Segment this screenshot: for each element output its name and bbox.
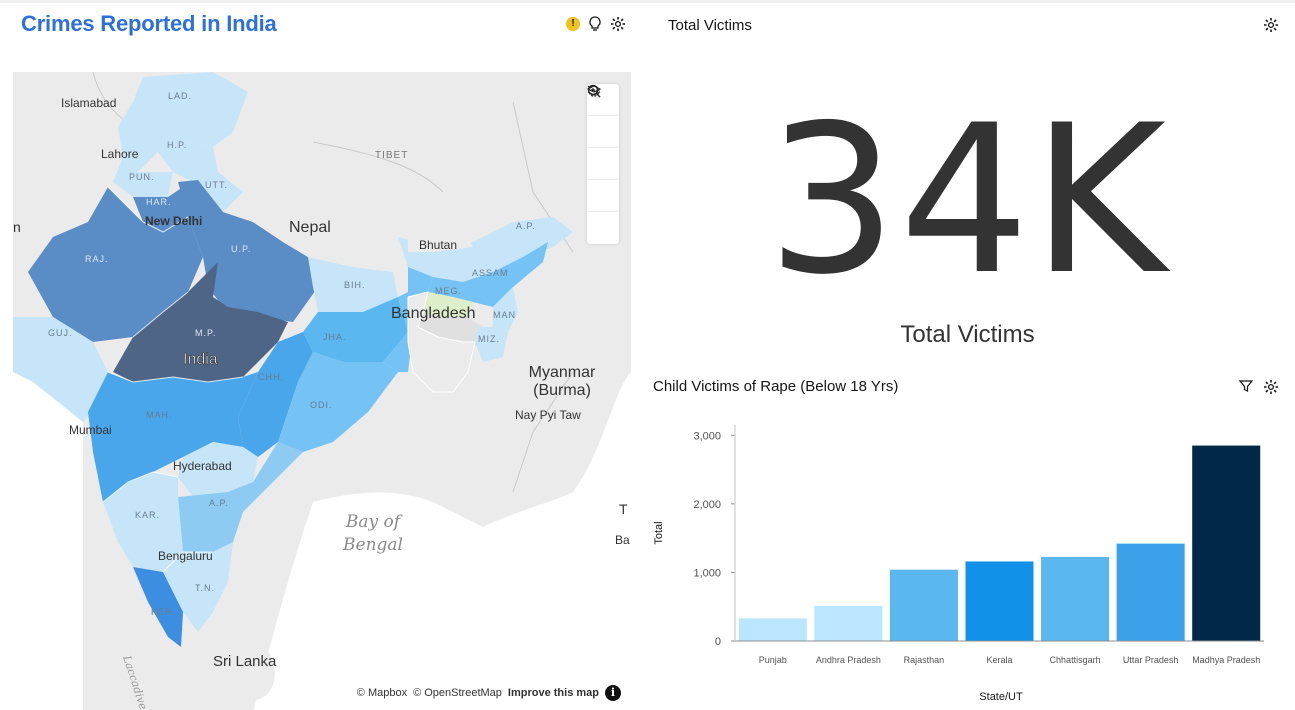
state-assam: ASSAM (472, 268, 509, 278)
bars (738, 445, 1261, 641)
place-tibet: TIBET (375, 150, 408, 161)
state-guj: GUJ. (48, 328, 73, 338)
place-india: India (183, 351, 218, 368)
place-sri-lanka: Sri Lanka (213, 653, 277, 670)
state-ker: KER. (151, 607, 176, 617)
state-meg: MEG. (435, 286, 462, 296)
y-tick-label: 0 (715, 636, 721, 648)
y-axis: 0 1,000 2,000 3,000 (693, 430, 735, 648)
place-lahore: Lahore (101, 147, 139, 161)
place-edge-n: n (13, 219, 21, 235)
osm-link[interactable]: © OpenStreetMap (413, 687, 502, 699)
state-odi: ODI. (310, 400, 333, 410)
place-bhutan: Bhutan (419, 238, 457, 252)
state-ap-s: A.P. (209, 498, 229, 508)
place-bangladesh: Bangladesh (391, 305, 476, 322)
map-controls (587, 84, 619, 244)
improve-map-link[interactable]: Improve this map (507, 687, 599, 699)
state-ap-ne: A.P. (516, 221, 536, 231)
gear-icon[interactable] (1263, 379, 1279, 395)
total-victims-value: 34K (766, 82, 1169, 320)
reset-icon[interactable] (587, 85, 619, 212)
state-tn: T.N. (195, 583, 215, 593)
filter-icon[interactable] (1239, 379, 1253, 393)
state-lad: LAD. (168, 91, 192, 101)
state-mp: M.P. (195, 328, 216, 338)
place-hyderabad: Hyderabad (173, 459, 232, 473)
x-tick-label: Chhattisgarh (1050, 655, 1101, 665)
bar-uttar-pradesh[interactable] (1116, 543, 1185, 641)
gear-icon[interactable] (610, 16, 626, 32)
chart-toolbar (1239, 379, 1279, 395)
child-victims-title: Child Victims of Rape (Below 18 Yrs) (653, 378, 899, 395)
state-har: HAR. (146, 197, 172, 207)
info-icon[interactable]: i (605, 685, 621, 701)
place-edge-t: T (619, 501, 628, 517)
lightbulb-icon[interactable] (588, 16, 602, 32)
x-axis-label: State/UT (979, 691, 1023, 703)
panel-title: Crimes Reported in India (21, 11, 277, 36)
x-tick-label: Rajasthan (904, 655, 945, 665)
total-victims-title: Total Victims (668, 17, 752, 34)
child-victims-panel: Child Victims of Rape (Below 18 Yrs) 0 1,… (640, 370, 1295, 710)
total-victims-caption: Total Victims (900, 321, 1035, 348)
bar-kerala[interactable] (965, 561, 1034, 641)
state-utt: UTT. (205, 180, 228, 190)
x-tick-label: Kerala (986, 655, 1012, 665)
bar-chhattisgarh[interactable] (1041, 557, 1110, 641)
bar-andhra-pradesh[interactable] (814, 606, 883, 641)
x-axis: Punjab Andhra Pradesh Rajasthan Kerala Chhat… (759, 655, 1260, 665)
bar-madhya-pradesh[interactable] (1192, 445, 1261, 641)
search-icon[interactable] (587, 84, 619, 244)
place-mumbai: Mumbai (69, 423, 112, 437)
state-miz: MIZ. (478, 334, 500, 344)
mapbox-link[interactable]: © Mapbox (356, 687, 408, 699)
zoom-in-icon[interactable] (587, 84, 619, 148)
place-nepal: Nepal (289, 219, 331, 236)
x-tick-label: Andhra Pradesh (816, 655, 881, 665)
sea-label-1: Bay of (345, 512, 403, 532)
panel-toolbar: ! (566, 16, 626, 32)
state-raj: RAJ. (85, 254, 109, 264)
y-axis-label: Total (653, 521, 665, 544)
bar-rajasthan[interactable] (889, 569, 958, 641)
india-map[interactable]: Bay of Bengal Laccadive Sea Islamabad La… (13, 72, 631, 710)
x-tick-label: Punjab (759, 655, 787, 665)
state-up: U.P. (231, 244, 251, 254)
place-bengaluru: Bengaluru (158, 549, 213, 563)
bar-punjab[interactable] (738, 618, 807, 641)
place-new-delhi: New Delhi (145, 214, 202, 228)
x-tick-label: Uttar Pradesh (1123, 655, 1179, 665)
state-kar: KAR. (135, 510, 160, 520)
map-canvas: Bay of Bengal Laccadive Sea Islamabad La… (13, 72, 631, 710)
state-mah: MAH. (146, 410, 173, 420)
place-islamabad: Islamabad (61, 96, 116, 110)
gear-icon[interactable] (1263, 17, 1279, 33)
x-tick-label: Madhya Pradesh (1192, 655, 1260, 665)
place-edge-ba: Ba (615, 533, 630, 547)
y-tick-label: 2,000 (693, 499, 721, 511)
state-man: MAN (493, 310, 516, 320)
bar-chart: 0 1,000 2,000 3,000 Punjab Andhra Pradesh Raj… (653, 425, 1264, 703)
place-myanmar-1: Myanmar (529, 364, 596, 381)
place-nay-pyi-taw: Nay Pyi Taw (515, 408, 581, 422)
state-jha: JHA. (323, 332, 347, 342)
warning-icon[interactable]: ! (566, 17, 580, 31)
zoom-out-icon[interactable] (587, 84, 619, 180)
place-myanmar-2: (Burma) (533, 382, 591, 399)
state-hp: H.P. (167, 140, 187, 150)
y-tick-label: 3,000 (693, 430, 721, 442)
map-attribution: © Mapbox © OpenStreetMap Improve this ma… (357, 685, 621, 701)
sea-label-2: Bengal (342, 535, 403, 555)
crimes-map-panel: Crimes Reported in India ! (0, 0, 640, 710)
state-chh: CHH. (258, 372, 284, 382)
y-tick-label: 1,000 (693, 567, 721, 579)
state-bih: BIH. (344, 280, 366, 290)
state-pun: PUN. (129, 172, 155, 182)
total-victims-panel: Total Victims 34K Total Victims (640, 0, 1295, 370)
